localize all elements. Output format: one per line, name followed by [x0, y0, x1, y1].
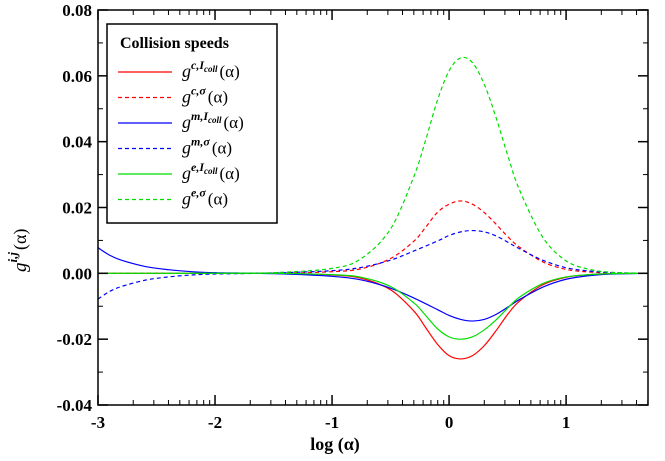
legend-label-5: ge,σ (α) [182, 186, 228, 209]
series-line-0 [98, 272, 649, 360]
legend-title: Collision speeds [120, 35, 229, 52]
legend-label-3: gm,σ (α) [182, 135, 232, 158]
series-line-1 [98, 200, 649, 275]
y-tick-label: 0.04 [62, 133, 92, 152]
plot-lines [97, 56, 649, 360]
y-tick-label: -0.02 [57, 330, 92, 349]
series-line-2 [97, 247, 649, 322]
legend-label-1: gc,σ (α) [182, 84, 228, 107]
y-tick-label: -0.04 [57, 396, 93, 415]
x-tick-label: 1 [562, 413, 571, 432]
x-tick-label: -2 [208, 413, 222, 432]
legend-label-2: gm,Icoll (α) [182, 109, 244, 132]
legend-label-4: ge,Icoll (α) [182, 160, 240, 183]
legend-label-0: gc,Icoll (α) [182, 58, 240, 81]
tick-labels: -3 -2 -1 0 1 -0.04 -0.02 0.00 0.02 0.04 0.06 0.08 [57, 1, 571, 432]
y-tick-label: 0.06 [62, 67, 92, 86]
series-line-4 [98, 272, 649, 340]
x-tick-label: 0 [445, 413, 454, 432]
x-tick-label: -3 [91, 413, 105, 432]
ticks [97, 9, 649, 406]
series-line-5 [98, 56, 649, 274]
y-axis-label: gi,j(α) [5, 229, 31, 272]
series-line-3 [97, 229, 649, 300]
x-axis-label: log (α) [310, 434, 360, 455]
y-tick-label: 0.00 [62, 264, 92, 283]
legend-entries: gc,Icoll (α) gc,σ (α)gm,Icoll (α) gm,σ (α)ge,I… [118, 58, 244, 209]
y-tick-label: 0.02 [62, 199, 92, 218]
y-tick-label: 0.08 [62, 1, 92, 20]
x-tick-label: -1 [325, 413, 339, 432]
legend: Collision speeds gc,Icoll (α) gc,σ (α)gm,Ic… [106, 23, 278, 224]
